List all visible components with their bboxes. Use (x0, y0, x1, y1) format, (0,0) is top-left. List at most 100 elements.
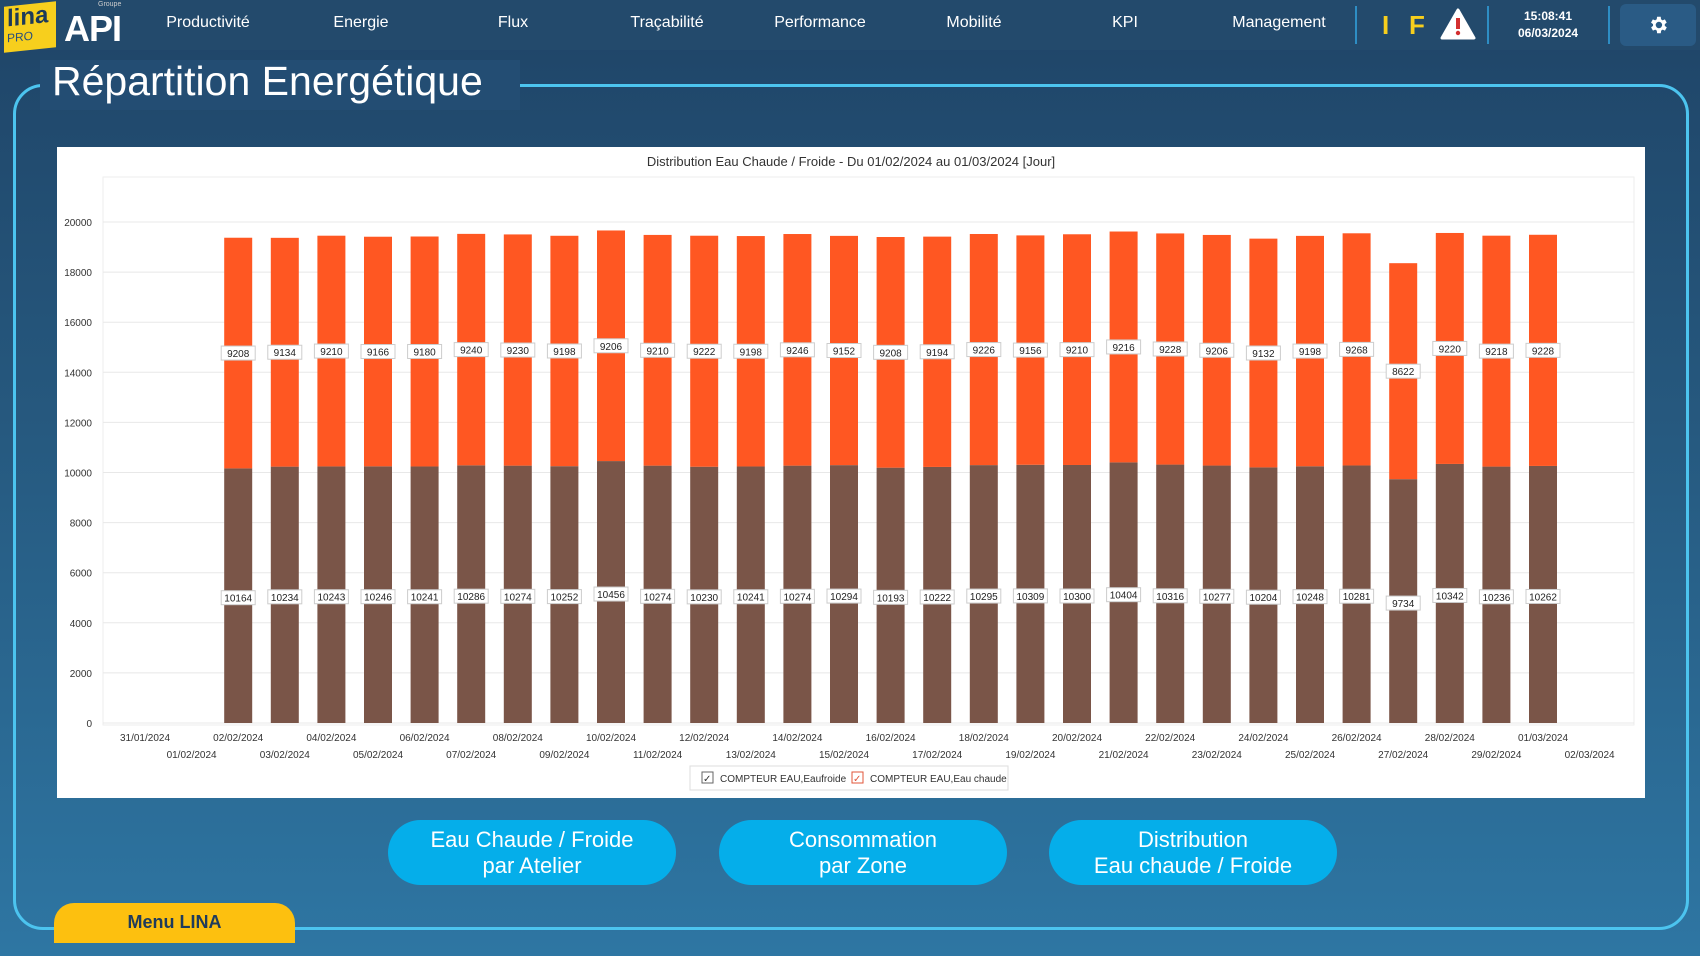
data-label-froide-box (1012, 588, 1048, 604)
data-label-chaude-box (360, 344, 396, 360)
logo-pro-text: PRO (7, 28, 34, 46)
legend-checkbox-eauchaude (851, 771, 864, 784)
data-label-froide: 10164 (224, 594, 252, 605)
data-label-froide-box (779, 588, 815, 604)
data-label-froide-box (1152, 588, 1188, 604)
data-label-chaude: 9198 (1299, 347, 1322, 358)
data-label-froide-box (873, 589, 909, 605)
nav-flux[interactable]: Flux (497, 14, 529, 31)
top-nav-bar: lina PRO Groupe API Productivité Energie … (0, 0, 1700, 53)
y-tick-label: 14000 (64, 368, 92, 379)
title-backdrop (40, 60, 520, 110)
x-tick-label: 03/02/2024 (260, 750, 310, 761)
x-tick-label: 04/02/2024 (306, 733, 356, 744)
lina-logo: lina PRO (4, 1, 56, 53)
x-tick-label: 05/02/2024 (353, 750, 403, 761)
y-tick-label: 18000 (64, 268, 92, 279)
indicator-i[interactable]: I (1382, 10, 1390, 40)
data-label-chaude-box (593, 338, 629, 354)
data-label-froide: 10252 (550, 593, 578, 604)
data-label-froide-box (1478, 589, 1514, 605)
data-label-chaude-box (826, 343, 862, 359)
x-tick-label: 17/02/2024 (912, 750, 962, 761)
data-label-chaude: 9206 (1206, 346, 1229, 357)
nav-energie[interactable]: Energie (333, 14, 389, 31)
data-label-froide-box (267, 589, 303, 605)
data-label-chaude: 9180 (413, 347, 436, 358)
x-tick-label: 12/02/2024 (679, 733, 729, 744)
data-label-chaude: 9220 (1439, 344, 1462, 355)
data-label-froide: 10300 (1063, 592, 1091, 603)
data-label-chaude-box (919, 344, 955, 360)
data-label-chaude-box (1199, 342, 1235, 358)
y-tick-label: 16000 (64, 318, 92, 329)
data-label-chaude: 9230 (507, 346, 530, 357)
data-label-chaude-box (1292, 343, 1328, 359)
data-label-chaude: 9228 (1159, 345, 1182, 356)
data-label-froide-box (1432, 587, 1468, 603)
data-label-froide: 10222 (923, 593, 951, 604)
data-label-froide: 10316 (1156, 592, 1184, 603)
data-label-froide-box (220, 590, 256, 606)
x-tick-label: 31/01/2024 (120, 733, 170, 744)
nav-performance[interactable]: Performance (774, 14, 866, 31)
nav-mobilite[interactable]: Mobilité (946, 14, 1002, 31)
settings-button[interactable] (1620, 4, 1696, 46)
data-label-froide: 10309 (1016, 592, 1044, 603)
x-tick-label: 26/02/2024 (1332, 733, 1382, 744)
data-label-froide: 10286 (457, 592, 485, 603)
nav-management[interactable]: Management (1232, 14, 1326, 31)
consommation-par-zone-button[interactable]: Consommation par Zone (719, 820, 1007, 885)
data-label-chaude: 9210 (646, 346, 669, 357)
data-label-chaude: 9134 (274, 348, 297, 359)
y-tick-label: 10000 (64, 469, 92, 480)
data-label-froide-box (593, 586, 629, 602)
y-tick-label: 8000 (70, 519, 93, 530)
legend-label-eauchaude: COMPTEUR EAU,Eau chaude (870, 774, 1007, 785)
x-tick-label: 24/02/2024 (1238, 733, 1288, 744)
data-label-chaude: 9152 (833, 347, 856, 358)
data-label-froide: 10404 (1110, 591, 1138, 602)
button-label-line1: Distribution (1137, 826, 1249, 852)
x-tick-label: 07/02/2024 (446, 750, 496, 761)
y-tick-label: 4000 (70, 619, 93, 630)
nav-kpi[interactable]: KPI (1112, 14, 1138, 31)
data-label-froide: 10274 (644, 592, 672, 603)
x-tick-label: 02/02/2024 (213, 733, 263, 744)
x-tick-label: 20/02/2024 (1052, 733, 1102, 744)
data-label-froide: 10294 (830, 592, 858, 603)
warning-icon[interactable] (1440, 8, 1476, 45)
data-label-chaude: 9206 (600, 342, 623, 353)
data-label-chaude: 9198 (740, 347, 763, 358)
data-label-chaude-box (873, 344, 909, 360)
data-label-chaude-box (1106, 339, 1142, 355)
data-label-chaude-box (1478, 343, 1514, 359)
data-label-chaude-box (1525, 342, 1561, 358)
data-label-froide-box (686, 589, 722, 605)
data-label-chaude-box (313, 343, 349, 359)
data-label-froide-box (313, 589, 349, 605)
data-label-chaude-box (546, 343, 582, 359)
x-tick-label: 06/02/2024 (400, 733, 450, 744)
y-tick-label: 0 (86, 719, 92, 730)
y-tick-label: 6000 (70, 569, 93, 580)
button-label-line1: Eau Chaude / Froide (430, 826, 634, 852)
menu-lina-button[interactable]: Menu LINA (54, 903, 295, 943)
data-label-froide: 10248 (1296, 593, 1324, 604)
nav-tracabilite[interactable]: Traçabilité (630, 14, 704, 31)
api-logo: API (64, 8, 122, 49)
divider (1608, 6, 1610, 44)
data-label-chaude-box (220, 345, 256, 361)
data-label-chaude-box (1012, 342, 1048, 358)
data-label-froide: 10342 (1436, 591, 1464, 602)
data-label-froide: 10230 (690, 593, 718, 604)
distribution-eau-chaude-froide-button[interactable]: Distribution Eau chaude / Froide (1049, 820, 1337, 885)
indicator-f[interactable]: F (1409, 10, 1425, 40)
data-label-chaude-box (1385, 363, 1421, 379)
data-label-froide: 10277 (1203, 592, 1231, 603)
data-label-chaude-box (779, 342, 815, 358)
eau-chaude-froide-par-atelier-button[interactable]: Eau Chaude / Froide par Atelier (388, 820, 676, 885)
data-label-froide-box (546, 589, 582, 605)
nav-productivite[interactable]: Productivité (166, 14, 250, 31)
x-tick-label: 01/02/2024 (167, 750, 217, 761)
